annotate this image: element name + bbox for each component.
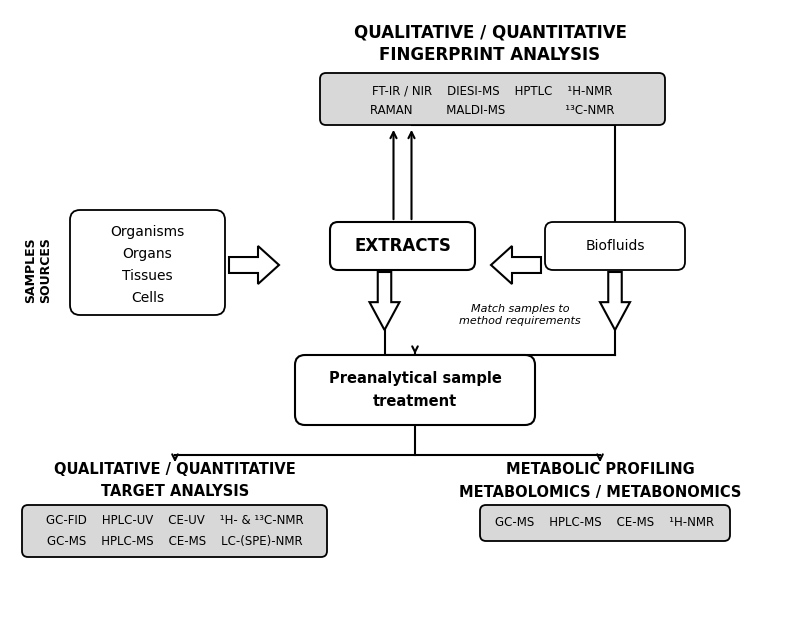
Text: Cells: Cells xyxy=(131,291,164,305)
Text: FT-IR / NIR    DIESI-MS    HPTLC    ¹H-NMR: FT-IR / NIR DIESI-MS HPTLC ¹H-NMR xyxy=(372,84,613,98)
FancyBboxPatch shape xyxy=(22,505,327,557)
Text: QUALITATIVE / QUANTITATIVE: QUALITATIVE / QUANTITATIVE xyxy=(54,462,296,478)
Text: GC-MS    HPLC-MS    CE-MS    ¹H-NMR: GC-MS HPLC-MS CE-MS ¹H-NMR xyxy=(495,516,714,529)
FancyBboxPatch shape xyxy=(480,505,730,541)
FancyBboxPatch shape xyxy=(545,222,685,270)
Text: Organisms: Organisms xyxy=(110,225,185,239)
FancyBboxPatch shape xyxy=(330,222,475,270)
Polygon shape xyxy=(229,246,279,284)
Text: TARGET ANALYSIS: TARGET ANALYSIS xyxy=(101,484,249,500)
Text: QUALITATIVE / QUANTITATIVE: QUALITATIVE / QUANTITATIVE xyxy=(354,23,626,41)
Text: Biofluids: Biofluids xyxy=(586,239,645,253)
FancyBboxPatch shape xyxy=(320,73,665,125)
Text: METABOLOMICS / METABONOMICS: METABOLOMICS / METABONOMICS xyxy=(459,484,741,500)
Text: GC-MS    HPLC-MS    CE-MS    LC-(SPE)-NMR: GC-MS HPLC-MS CE-MS LC-(SPE)-NMR xyxy=(46,534,302,547)
Text: Organs: Organs xyxy=(122,247,172,261)
Text: GC-FID    HPLC-UV    CE-UV    ¹H- & ¹³C-NMR: GC-FID HPLC-UV CE-UV ¹H- & ¹³C-NMR xyxy=(46,514,303,527)
Text: Match samples to
method requirements: Match samples to method requirements xyxy=(459,304,581,326)
Text: METABOLIC PROFILING: METABOLIC PROFILING xyxy=(506,462,694,478)
Text: RAMAN         MALDI-MS                ¹³C-NMR: RAMAN MALDI-MS ¹³C-NMR xyxy=(370,105,614,118)
Polygon shape xyxy=(370,272,399,330)
Text: FINGERPRINT ANALYSIS: FINGERPRINT ANALYSIS xyxy=(379,46,601,64)
Text: SAMPLES
SOURCES: SAMPLES SOURCES xyxy=(24,237,52,303)
Polygon shape xyxy=(491,246,541,284)
FancyBboxPatch shape xyxy=(295,355,535,425)
Text: treatment: treatment xyxy=(373,395,457,410)
Polygon shape xyxy=(600,272,630,330)
Text: Preanalytical sample: Preanalytical sample xyxy=(329,370,502,386)
Text: EXTRACTS: EXTRACTS xyxy=(354,237,451,255)
Text: Tissues: Tissues xyxy=(122,269,173,283)
FancyBboxPatch shape xyxy=(70,210,225,315)
